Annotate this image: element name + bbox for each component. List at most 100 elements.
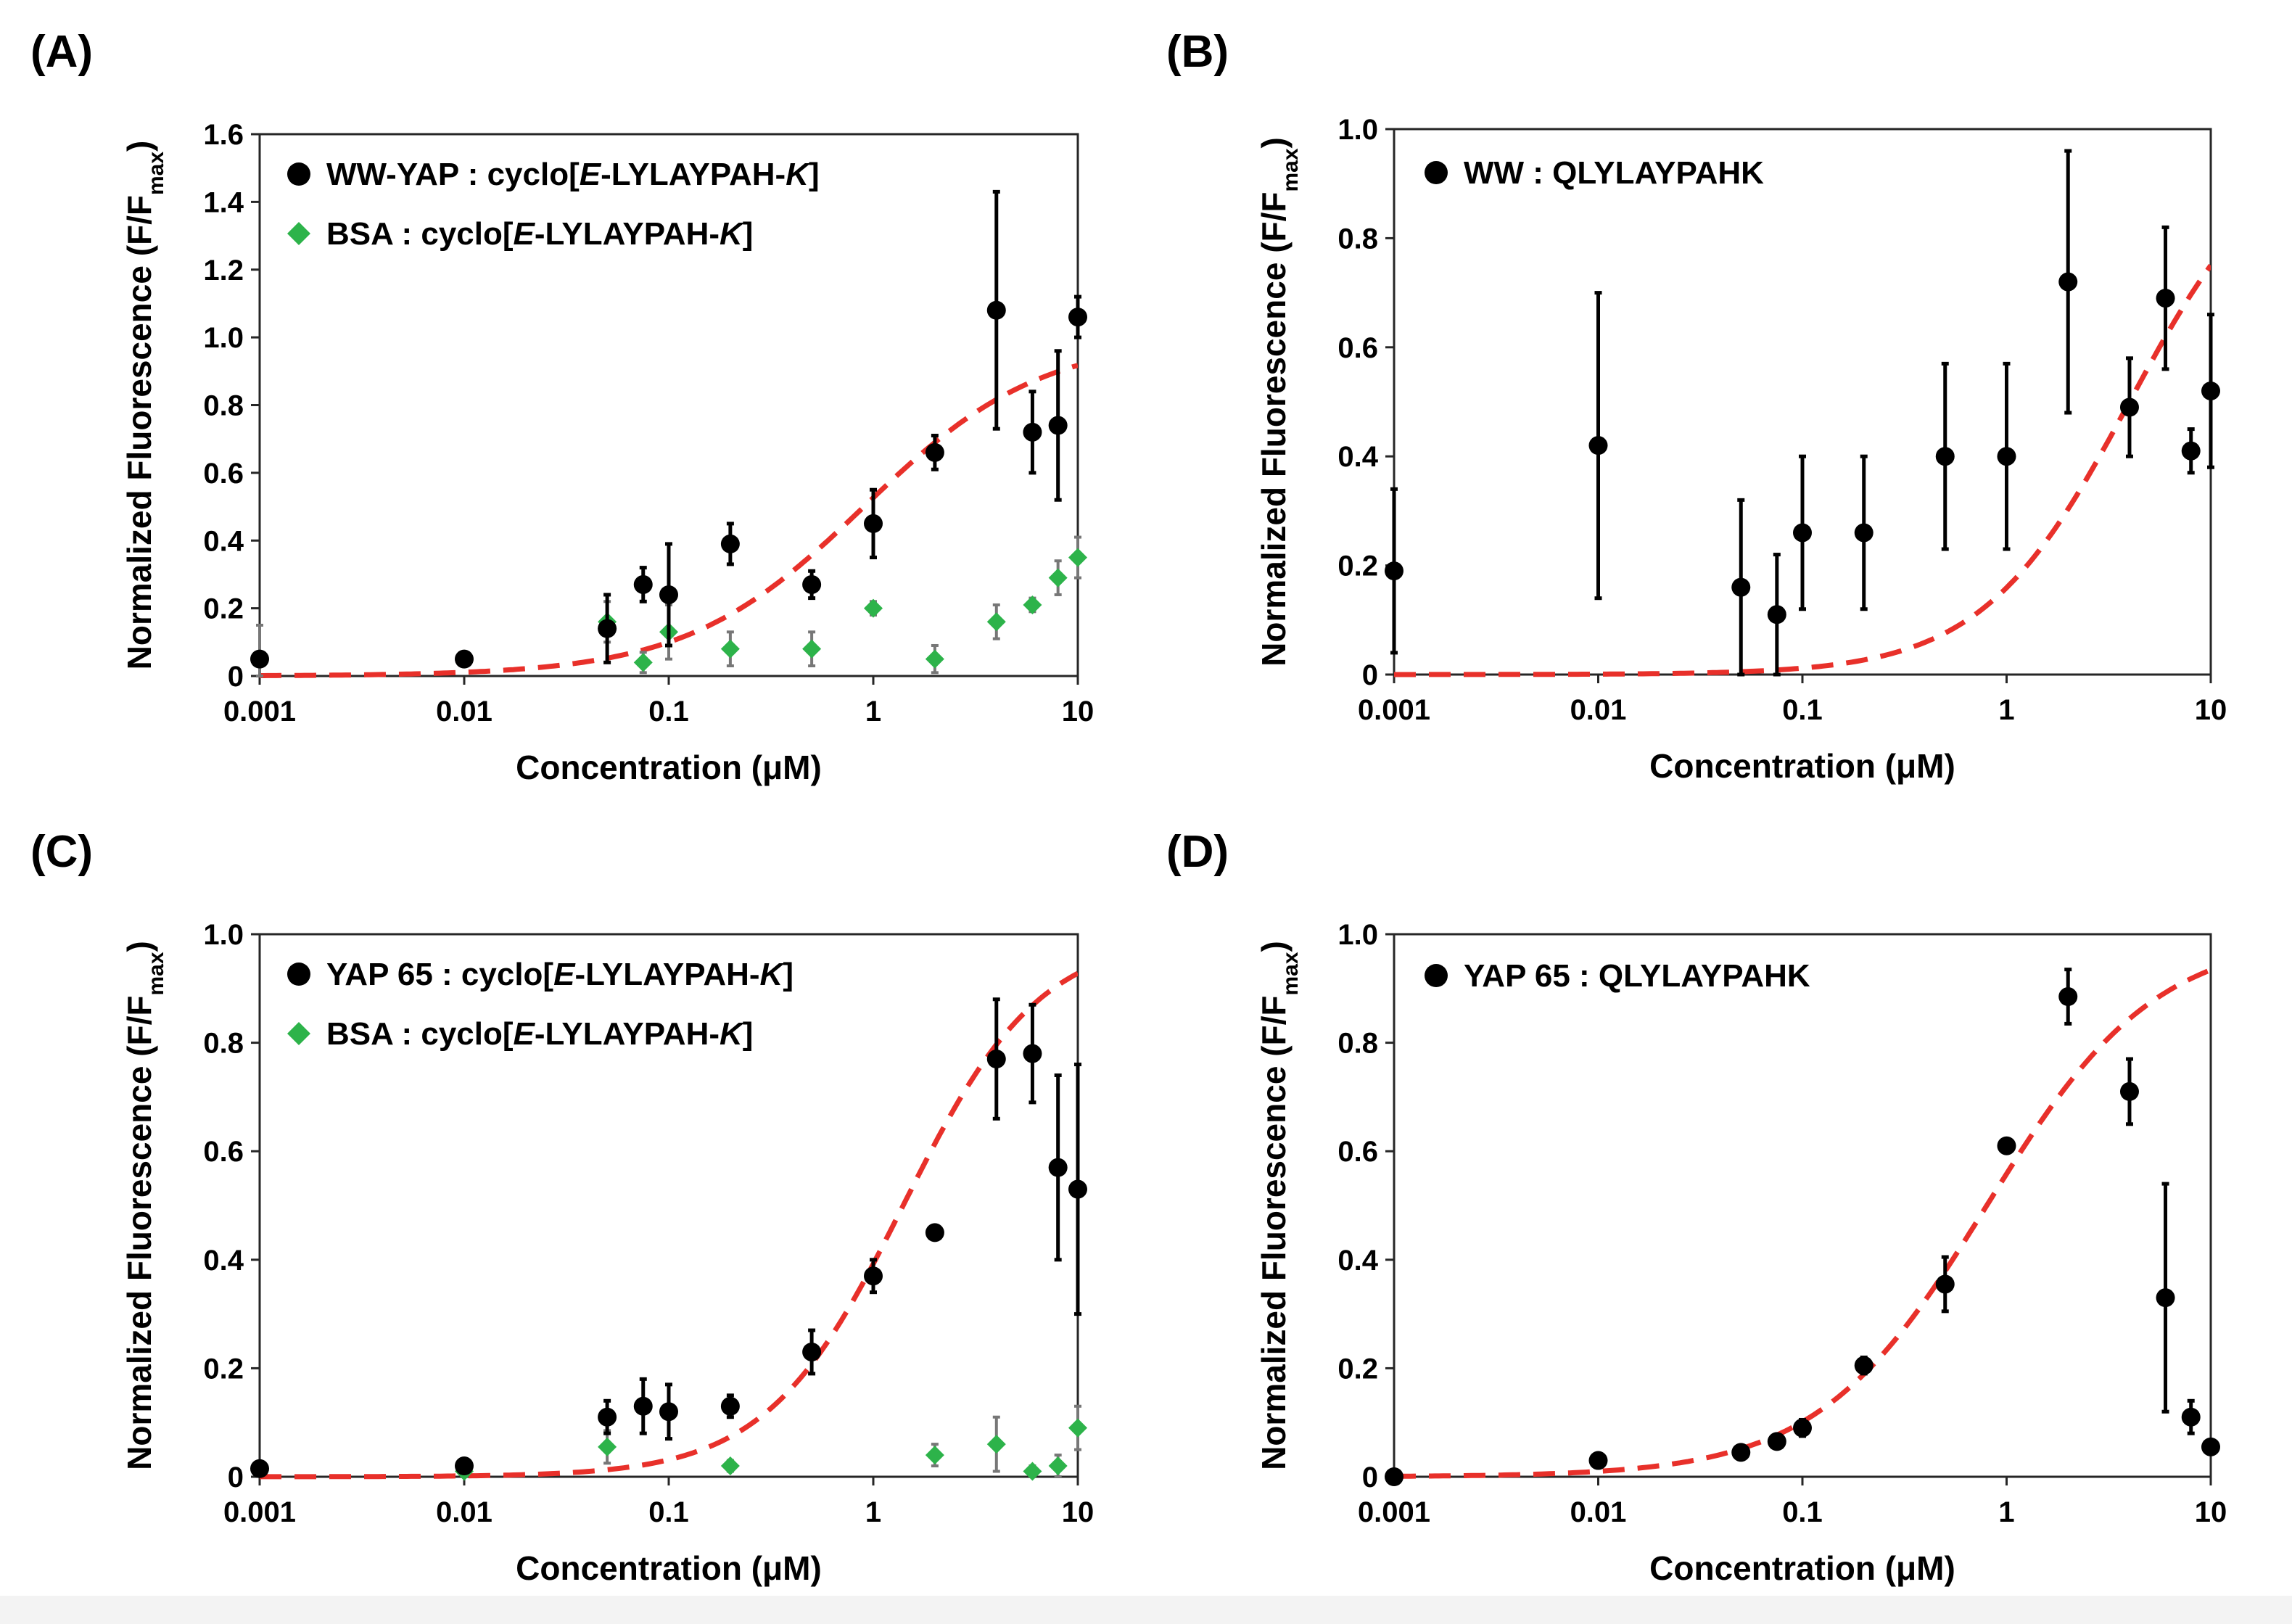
data-point-circle — [925, 442, 944, 462]
data-point-diamond — [1023, 595, 1042, 614]
x-tick-label: 0.1 — [648, 1496, 689, 1528]
y-tick-label: 0.2 — [1337, 1353, 1378, 1385]
chart-panel-3: (C) 0 0.2 0.4 0.6 0.8 1.0 0.001 0.01 0.1 1 10 Concen… — [30, 827, 1094, 1587]
x-axis-title: Concentration (μM) — [516, 1549, 822, 1587]
legend-label-part: WW : QLYLAYPAHK — [1464, 155, 1764, 191]
legend-label: BSA : cyclo[E-LYLAYPAH-K] — [326, 1016, 753, 1052]
y-axis-title-sub: max — [1279, 148, 1303, 191]
data-point-circle — [455, 649, 474, 669]
data-point-circle — [1068, 1179, 1087, 1199]
legend-label-part: YAP 65 : QLYLAYPAHK — [1464, 958, 1810, 994]
data-point-circle — [1068, 308, 1087, 327]
y-tick-label: 1.2 — [203, 255, 244, 287]
y-axis-title: Normalized Fluorescence (F/Fmax) — [1255, 941, 1303, 1470]
legend-label-part: -LYLAYPAH- — [535, 216, 720, 252]
legend-entry-1: YAP 65 : QLYLAYPAHK — [1425, 958, 1810, 994]
y-tick-label: 0.2 — [203, 593, 244, 625]
y-axis-title-end: ) — [1255, 941, 1293, 952]
data-point-circle — [2058, 987, 2078, 1007]
legend-label-italic: K — [720, 216, 745, 252]
x-tick-label: 10 — [2195, 1496, 2227, 1528]
x-tick-label: 0.01 — [436, 1496, 492, 1528]
legend-label-italic: K — [720, 1016, 745, 1052]
y-tick-label: 0.2 — [203, 1353, 244, 1385]
data-point-circle — [1997, 447, 2016, 466]
data-point-circle — [598, 619, 617, 638]
data-point-circle — [720, 534, 740, 553]
legend-label-part: BSA : cyclo[ — [326, 216, 514, 252]
data-point-circle — [1767, 605, 1786, 625]
data-point-circle — [1731, 1443, 1751, 1462]
data-point-circle — [455, 1456, 474, 1476]
data-point-circle — [720, 1396, 740, 1416]
data-point-circle — [1935, 1274, 1955, 1294]
y-axis-title-end: ) — [1255, 137, 1293, 148]
legend-label-part: YAP 65 : cyclo[ — [326, 957, 553, 992]
y-tick-label: 0.6 — [203, 458, 244, 490]
x-tick-label: 0.001 — [223, 1496, 296, 1528]
data-point-circle — [1385, 561, 1403, 581]
data-point-circle — [1048, 1158, 1068, 1177]
legend-label-part: ] — [743, 216, 754, 252]
data-point-diamond — [925, 1446, 944, 1465]
x-tick-label: 1 — [865, 696, 881, 727]
legend-label-italic: E — [514, 216, 536, 252]
data-point-circle — [986, 1050, 1006, 1069]
legend-entry-1: YAP 65 : cyclo[E-LYLAYPAH-K] — [287, 957, 793, 992]
y-axis-title-end: ) — [120, 141, 158, 152]
legend-label-part: ] — [743, 1016, 754, 1052]
legend-label: YAP 65 : QLYLAYPAHK — [1464, 958, 1810, 994]
data-point-circle — [802, 574, 822, 594]
data-point-circle — [864, 514, 883, 533]
y-axis-title-sub: max — [144, 952, 168, 995]
data-point-circle — [2058, 272, 2078, 292]
x-tick-label: 0.001 — [223, 696, 296, 727]
bottom-band — [0, 1596, 2292, 1624]
chart-panel-4: (D) 0 0.2 0.4 0.6 0.8 1.0 0.001 0.01 0.1 1 10 Concen… — [1166, 827, 2227, 1587]
legend-label-italic: K — [760, 957, 786, 992]
legend-label-part: BSA : cyclo[ — [326, 1016, 514, 1052]
data-point-circle — [1048, 416, 1068, 435]
y-axis-title-end: ) — [120, 941, 158, 952]
y-tick-label: 0.8 — [1337, 223, 1378, 255]
data-point-circle — [2119, 397, 2139, 417]
data-point-circle — [864, 1266, 883, 1286]
y-axis-title: Normalized Fluorescence (F/Fmax) — [120, 141, 168, 670]
data-point-diamond — [986, 1435, 1006, 1454]
data-point-diamond — [1048, 568, 1068, 588]
data-point-circle — [1997, 1136, 2016, 1155]
x-tick-label: 1 — [1998, 1496, 2014, 1528]
data-point-circle — [2201, 381, 2220, 400]
y-tick-label: 0.6 — [1337, 1136, 1378, 1168]
fit-curve — [260, 970, 1078, 1480]
panel-label: (C) — [30, 827, 93, 877]
legend-label: BSA : cyclo[E-LYLAYPAH-K] — [326, 216, 753, 252]
data-point-circle — [925, 1223, 944, 1242]
legend-label-italic: E — [514, 1016, 536, 1052]
data-point-diamond — [633, 653, 653, 672]
x-tick-label: 0.1 — [1782, 694, 1823, 726]
legend-label: WW-YAP : cyclo[E-LYLAYPAH-K] — [326, 157, 820, 192]
data-point-circle — [1854, 1356, 1873, 1375]
y-tick-label: 0 — [228, 661, 244, 693]
data-point-circle — [598, 1407, 617, 1427]
data-point-circle — [1023, 422, 1042, 442]
x-tick-label: 0.01 — [436, 696, 492, 727]
data-point-circle — [2156, 1288, 2175, 1308]
legend-marker-circle — [287, 162, 310, 186]
data-point-circle — [1793, 523, 1812, 543]
y-tick-label: 0.8 — [203, 390, 244, 422]
y-axis-title-main: Normalized Fluorescence (F/F — [120, 195, 158, 669]
y-tick-label: 1.4 — [203, 186, 244, 218]
legend-label-part: -LYLAYPAH- — [601, 157, 786, 192]
y-tick-label: 0.4 — [203, 1245, 244, 1277]
data-point-diamond — [986, 612, 1006, 632]
chart-panel-1: (A) 0 0.2 0.4 0.6 0.8 1.0 1.2 1.4 1.6 0.001 0.01 0.1… — [30, 27, 1094, 786]
y-axis-title: Normalized Fluorescence (F/Fmax) — [1255, 137, 1303, 667]
legend-marker-circle — [287, 963, 310, 986]
y-tick-label: 0 — [1362, 659, 1378, 691]
y-tick-label: 1.0 — [203, 322, 244, 354]
x-axis-title: Concentration (μM) — [1649, 747, 1955, 785]
x-axis-title: Concentration (μM) — [516, 749, 822, 786]
x-tick-label: 0.01 — [1570, 1496, 1627, 1528]
